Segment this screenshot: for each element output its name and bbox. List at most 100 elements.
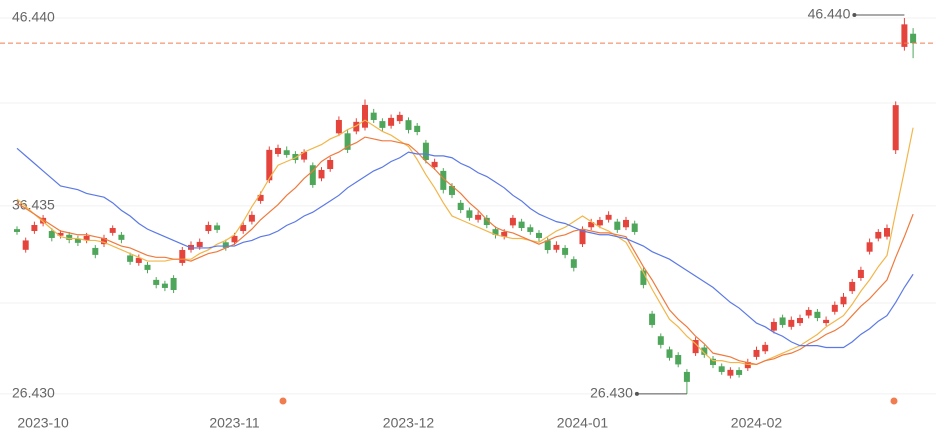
candle-body bbox=[631, 223, 638, 232]
moving-average-line bbox=[16, 147, 914, 349]
candle-body bbox=[66, 234, 73, 240]
candle-body bbox=[161, 283, 168, 288]
candle-body bbox=[857, 269, 864, 278]
candle-body bbox=[283, 150, 290, 155]
candle-body bbox=[240, 225, 247, 232]
candle-body bbox=[831, 304, 838, 312]
candle-body bbox=[248, 214, 255, 222]
candles bbox=[14, 17, 917, 394]
candle-body bbox=[797, 318, 803, 324]
candle-body bbox=[388, 117, 395, 126]
candle-body bbox=[405, 120, 412, 130]
candle-body bbox=[127, 255, 134, 262]
x-tick-label: 2024-02 bbox=[731, 415, 783, 431]
candle-body bbox=[823, 319, 830, 324]
candle-body bbox=[422, 142, 429, 160]
x-tick-label: 2023-10 bbox=[17, 415, 69, 431]
candle-body bbox=[779, 317, 786, 325]
candle-body bbox=[753, 349, 760, 357]
high-marker-dot bbox=[852, 12, 857, 17]
candle-body bbox=[414, 125, 421, 133]
candle-body bbox=[135, 257, 142, 263]
candle-body bbox=[596, 219, 603, 226]
candle-body bbox=[701, 347, 708, 355]
candle-body bbox=[910, 33, 917, 44]
event-dot bbox=[279, 397, 287, 405]
candle-body bbox=[762, 344, 769, 352]
candle-body bbox=[614, 221, 621, 230]
candle-body bbox=[83, 235, 90, 241]
candle-body bbox=[14, 229, 20, 232]
candle-body bbox=[153, 279, 160, 285]
candle-body bbox=[649, 313, 656, 325]
candle-body bbox=[892, 105, 899, 151]
y-tick-label: 26.430 bbox=[12, 385, 55, 401]
candle-body bbox=[353, 121, 360, 132]
candle-body bbox=[466, 210, 473, 218]
candle-body bbox=[475, 214, 482, 220]
candle-body bbox=[440, 170, 447, 190]
candle-body bbox=[449, 185, 455, 195]
candle-body bbox=[718, 366, 725, 372]
candle-body bbox=[788, 319, 795, 327]
candle-body bbox=[666, 349, 673, 358]
candle-body bbox=[744, 361, 751, 369]
candle-body bbox=[318, 169, 325, 179]
candle-body bbox=[74, 238, 81, 243]
candle-body bbox=[57, 232, 64, 236]
candle-body bbox=[370, 112, 377, 120]
candle-body bbox=[231, 235, 238, 243]
event-dot bbox=[890, 397, 898, 405]
candle-body bbox=[562, 247, 569, 255]
candle-body bbox=[344, 133, 351, 150]
candle-body bbox=[222, 242, 229, 248]
candle-body bbox=[553, 244, 560, 250]
candle-body bbox=[118, 234, 125, 240]
candle-body bbox=[257, 194, 264, 201]
candle-body bbox=[205, 225, 212, 232]
moving-average-line bbox=[16, 119, 914, 366]
candle-body bbox=[675, 355, 682, 365]
candle-body bbox=[640, 270, 647, 285]
candle-body bbox=[501, 231, 508, 237]
candle-body bbox=[570, 259, 577, 268]
candle-body bbox=[692, 339, 699, 354]
y-tick-label: 36.435 bbox=[12, 197, 55, 213]
candle-body bbox=[527, 227, 534, 232]
candle-body bbox=[144, 264, 151, 270]
candle-body bbox=[518, 221, 525, 229]
candle-body bbox=[170, 277, 177, 291]
candle-body bbox=[683, 371, 690, 382]
candle-body bbox=[362, 104, 368, 128]
candle-body bbox=[214, 225, 221, 230]
candle-body bbox=[483, 217, 490, 226]
candle-body bbox=[292, 153, 299, 160]
candle-body bbox=[431, 161, 438, 168]
candle-body bbox=[605, 214, 612, 220]
candle-body bbox=[31, 225, 38, 232]
candle-body bbox=[492, 229, 499, 235]
x-tick-label: 2023-12 bbox=[383, 415, 435, 431]
candle-body bbox=[623, 219, 629, 228]
candle-body bbox=[588, 222, 595, 228]
candle-body bbox=[770, 321, 777, 331]
candle-body bbox=[379, 121, 386, 128]
candle-body bbox=[509, 217, 516, 226]
candle-body bbox=[327, 159, 334, 170]
plot-guides bbox=[0, 102, 936, 304]
low-marker-label: 26.430 bbox=[590, 385, 633, 401]
x-tick-label: 2024-01 bbox=[557, 415, 609, 431]
x-tick-label: 2023-11 bbox=[209, 415, 260, 431]
candle-body bbox=[266, 149, 273, 181]
candle-body bbox=[710, 358, 716, 365]
candle-body bbox=[196, 241, 203, 247]
candle-body bbox=[884, 228, 890, 237]
candle-body bbox=[814, 311, 821, 319]
candle-body bbox=[92, 247, 99, 255]
candle-body bbox=[275, 147, 281, 154]
candle-body bbox=[309, 165, 316, 185]
candle-body bbox=[849, 281, 856, 292]
candle-body bbox=[335, 119, 342, 134]
candle-body bbox=[840, 296, 847, 305]
